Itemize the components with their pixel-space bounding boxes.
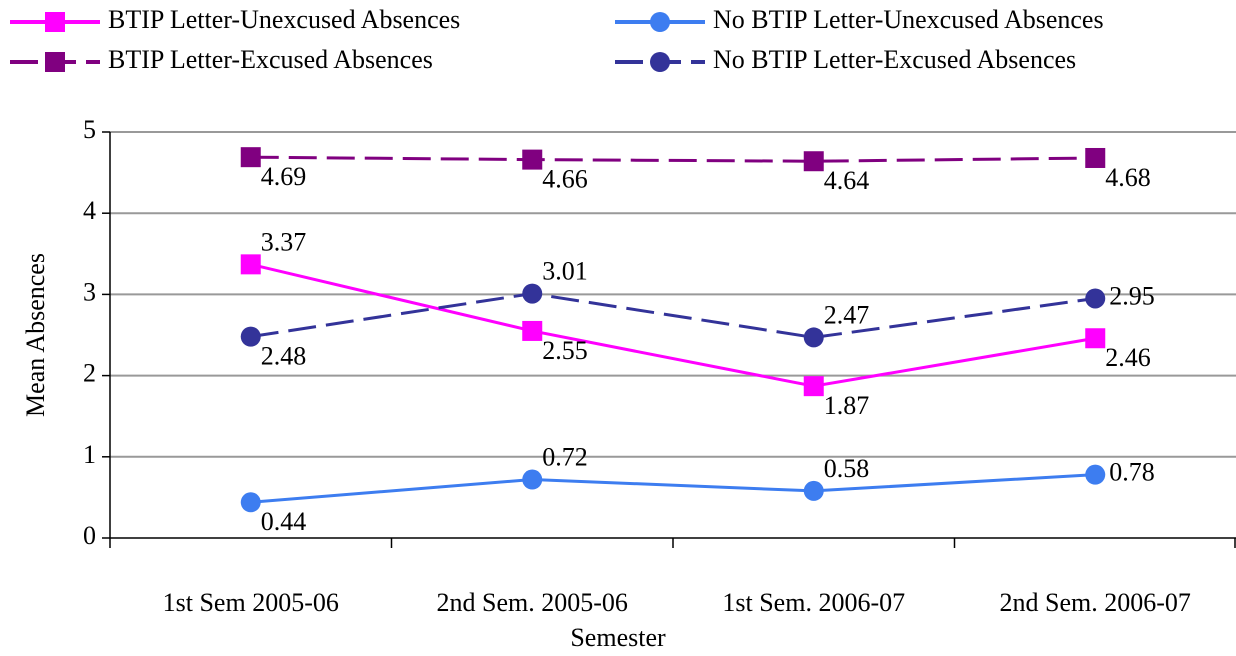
marker — [45, 52, 65, 72]
data-label: 3.01 — [542, 257, 588, 286]
marker — [240, 492, 261, 513]
marker — [1085, 328, 1106, 349]
series-line — [250, 292, 1096, 339]
y-tick-label: 4 — [83, 196, 96, 225]
marker — [240, 254, 261, 275]
x-tick-label: 2nd Sem. 2006-07 — [1000, 588, 1191, 617]
data-label: 3.37 — [261, 227, 307, 256]
x-tick-label: 1st Sem 2005-06 — [163, 588, 339, 617]
marker — [522, 469, 543, 490]
data-label: 2.55 — [542, 336, 588, 365]
y-tick-label: 0 — [83, 521, 96, 550]
marker — [240, 147, 261, 168]
marker — [1085, 147, 1106, 168]
x-tick-label: 2nd Sem. 2005-06 — [437, 588, 628, 617]
y-axis-title: Mean Absences — [21, 253, 50, 417]
marker — [650, 12, 670, 32]
marker — [522, 320, 543, 341]
marker — [803, 376, 824, 397]
data-label: 0.44 — [261, 507, 307, 536]
marker — [240, 326, 261, 347]
marker — [803, 480, 824, 501]
marker — [45, 12, 65, 32]
series-line — [250, 155, 1096, 163]
series-line — [250, 473, 1096, 504]
data-label: 1.87 — [824, 391, 870, 420]
marker — [1085, 464, 1106, 485]
marker — [803, 327, 824, 348]
x-axis-title: Semester — [570, 623, 666, 652]
y-tick-label: 5 — [83, 115, 96, 144]
y-tick-label: 2 — [83, 359, 96, 388]
marker — [803, 151, 824, 172]
data-label: 2.48 — [261, 342, 307, 371]
marker — [522, 283, 543, 304]
data-label: 4.68 — [1105, 163, 1151, 192]
marker — [1085, 288, 1106, 309]
legend-label: No BTIP Letter-Unexcused Absences — [713, 5, 1104, 34]
data-label: 4.64 — [824, 166, 870, 195]
data-label: 2.46 — [1105, 343, 1151, 372]
series-line — [250, 262, 1096, 388]
x-tick-label: 1st Sem. 2006-07 — [722, 588, 905, 617]
data-label: 2.95 — [1109, 281, 1155, 310]
y-tick-label: 1 — [83, 440, 96, 469]
marker — [650, 52, 670, 72]
legend-label: No BTIP Letter-Excused Absences — [713, 45, 1076, 74]
data-label: 0.78 — [1109, 458, 1155, 487]
data-label: 0.72 — [542, 443, 588, 472]
marker — [522, 149, 543, 170]
data-label: 4.69 — [261, 162, 307, 191]
data-label: 2.47 — [824, 300, 870, 329]
y-tick-label: 3 — [83, 277, 96, 306]
legend-label: BTIP Letter-Excused Absences — [108, 45, 433, 74]
legend-label: BTIP Letter-Unexcused Absences — [108, 5, 460, 34]
data-label: 4.66 — [542, 165, 588, 194]
data-label: 0.58 — [824, 454, 870, 483]
